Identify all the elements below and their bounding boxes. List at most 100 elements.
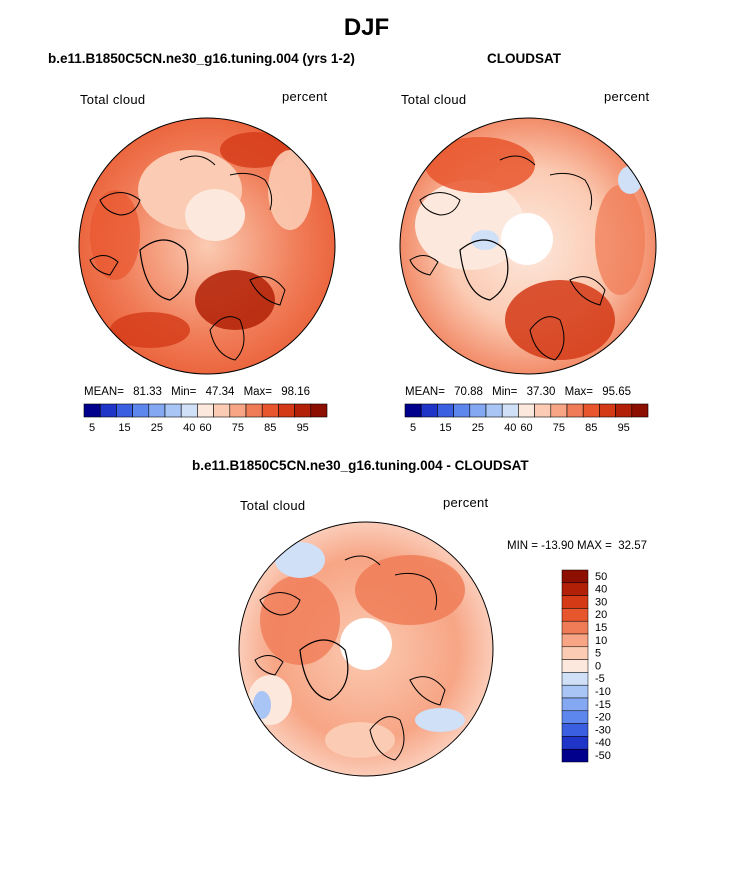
mean-label: MEAN= (405, 386, 445, 398)
diff-units-label: percent (443, 495, 489, 510)
colorbar-swatch (561, 582, 589, 596)
colorbar-tick-label: -10 (595, 686, 611, 698)
map2-europe-coastline (529, 276, 606, 361)
panel1-subtitle: b.e11.B1850C5CN.ne30_g16.tuning.004 (yrs… (48, 51, 355, 66)
colorbar-tick-label: 15 (595, 622, 607, 634)
colorbar-swatch (550, 403, 568, 418)
max-label: Max= (564, 386, 594, 398)
map3-canada-coastline (254, 592, 301, 676)
colorbar-tick-label: 50 (595, 571, 607, 583)
diff-subtitle: b.e11.B1850C5CN.ne30_g16.tuning.004 - CL… (192, 458, 529, 473)
colorbar-swatch (615, 403, 633, 418)
panel2-variable-label: Total cloud (401, 92, 467, 107)
map2-east-region (595, 185, 645, 295)
min-label: Min= (171, 386, 197, 398)
colorbar-swatch (561, 595, 589, 609)
map1-atlantic-dark-region (110, 312, 190, 348)
panel1-stats: MEAN= 81.33 Min= 47.34 Max= 98.16 (84, 386, 310, 398)
map3-europe-coastline (369, 676, 446, 761)
map2-blue-patch (618, 166, 642, 194)
map3-greenland-coastline (299, 639, 349, 701)
colorbar-swatch (437, 403, 454, 418)
max-label: Max= (243, 386, 273, 398)
map1-canada-coastline (89, 192, 141, 276)
colorbar-swatch (164, 403, 182, 418)
colorbar-swatch (294, 403, 312, 418)
panel2-subtitle: CLOUDSAT (487, 51, 561, 66)
colorbar-swatch (561, 710, 589, 724)
colorbar-tick-label: 15 (118, 422, 130, 434)
colorbar-tick-label: 15 (439, 422, 451, 434)
colorbar-swatch (561, 684, 589, 699)
colorbar-tick-label: 40 (183, 422, 195, 434)
mean-value: 70.88 (454, 386, 483, 398)
map1-eurasia-dark-region (195, 270, 275, 330)
colorbar-swatch (469, 403, 487, 418)
colorbar-tick-label: 30 (595, 596, 607, 608)
colorbar-swatch (116, 403, 133, 418)
colorbar-tick-label: -40 (595, 737, 611, 749)
max-value: 95.65 (602, 386, 632, 398)
colorbar-tick-label: 5 (595, 648, 601, 660)
colorbar-tick-label: 95 (297, 422, 309, 434)
colorbar-swatch (420, 403, 438, 418)
panel1-units-label: percent (282, 89, 328, 104)
colorbar-swatch (561, 723, 589, 737)
map2-siberia-coastline (499, 155, 593, 211)
colorbar-tick-label: 10 (595, 635, 607, 647)
map2-greenland-coastline (459, 239, 509, 301)
colorbar-swatch (404, 403, 422, 418)
panel2-stats: MEAN= 70.88 Min= 37.30 Max= 95.65 (405, 386, 631, 398)
colorbar-swatch (453, 403, 471, 418)
map3-blue-patch-1 (275, 542, 325, 578)
map3-siberia-coastline (344, 555, 438, 611)
colorbar-tick-label: -50 (595, 750, 611, 762)
colorbar-swatch (261, 403, 279, 418)
colorbar-tick-label: 60 (199, 422, 211, 434)
colorbar-tick-label: -20 (595, 712, 611, 724)
colorbar-swatch (148, 403, 166, 418)
colorbar-swatch (197, 403, 214, 418)
diff-minmax: MIN = -13.90 MAX = 32.57 (507, 540, 647, 552)
colorbar-swatch (631, 403, 649, 418)
map-panel-diff (239, 522, 493, 776)
colorbar-swatch (561, 608, 589, 622)
colorbar-swatch (561, 633, 589, 648)
map1-greenland-coastline (139, 239, 189, 301)
map-panel-2 (400, 118, 656, 374)
map3-west-warm-region (260, 575, 340, 665)
colorbar-tick-label: 85 (264, 422, 276, 434)
map-panel-1 (79, 118, 335, 374)
map1-border (78, 117, 336, 375)
figure-title: DJF (343, 14, 390, 41)
colorbar-swatch (534, 403, 552, 418)
colorbar-panel-2: 5 15 25 40 60 75 85 95 (404, 403, 649, 434)
colorbar-swatch (561, 672, 589, 686)
map1-siberia-coastline (179, 155, 273, 211)
map3-border (238, 521, 494, 777)
colorbar-swatch (180, 403, 198, 418)
map2-border (399, 117, 657, 375)
mean-value: 81.33 (133, 386, 162, 398)
map3-east-warm-region (355, 555, 465, 625)
colorbar-swatch (310, 403, 328, 418)
mean-label: MEAN= (84, 386, 124, 398)
colorbar-swatch (566, 403, 584, 418)
colorbar-swatch (278, 403, 295, 418)
min-label: Min= (492, 386, 518, 398)
colorbar-tick-label: -30 (595, 724, 611, 736)
map1-pacific-dark-region (220, 132, 290, 168)
colorbar-tick-label: 5 (410, 422, 416, 434)
min-value: 37.30 (526, 386, 556, 398)
colorbar-tick-label: 25 (151, 422, 163, 434)
min-value: 47.34 (205, 386, 235, 398)
map2-pacific-region (425, 137, 535, 193)
map2-canada-coastline (409, 192, 461, 276)
colorbar-swatch (561, 736, 589, 750)
colorbar-swatch (99, 403, 117, 418)
map3-blue-patch-3 (415, 708, 465, 732)
colorbar-tick-label: 60 (520, 422, 532, 434)
map1-east-light-region (268, 150, 312, 230)
colorbar-swatch (485, 403, 503, 418)
